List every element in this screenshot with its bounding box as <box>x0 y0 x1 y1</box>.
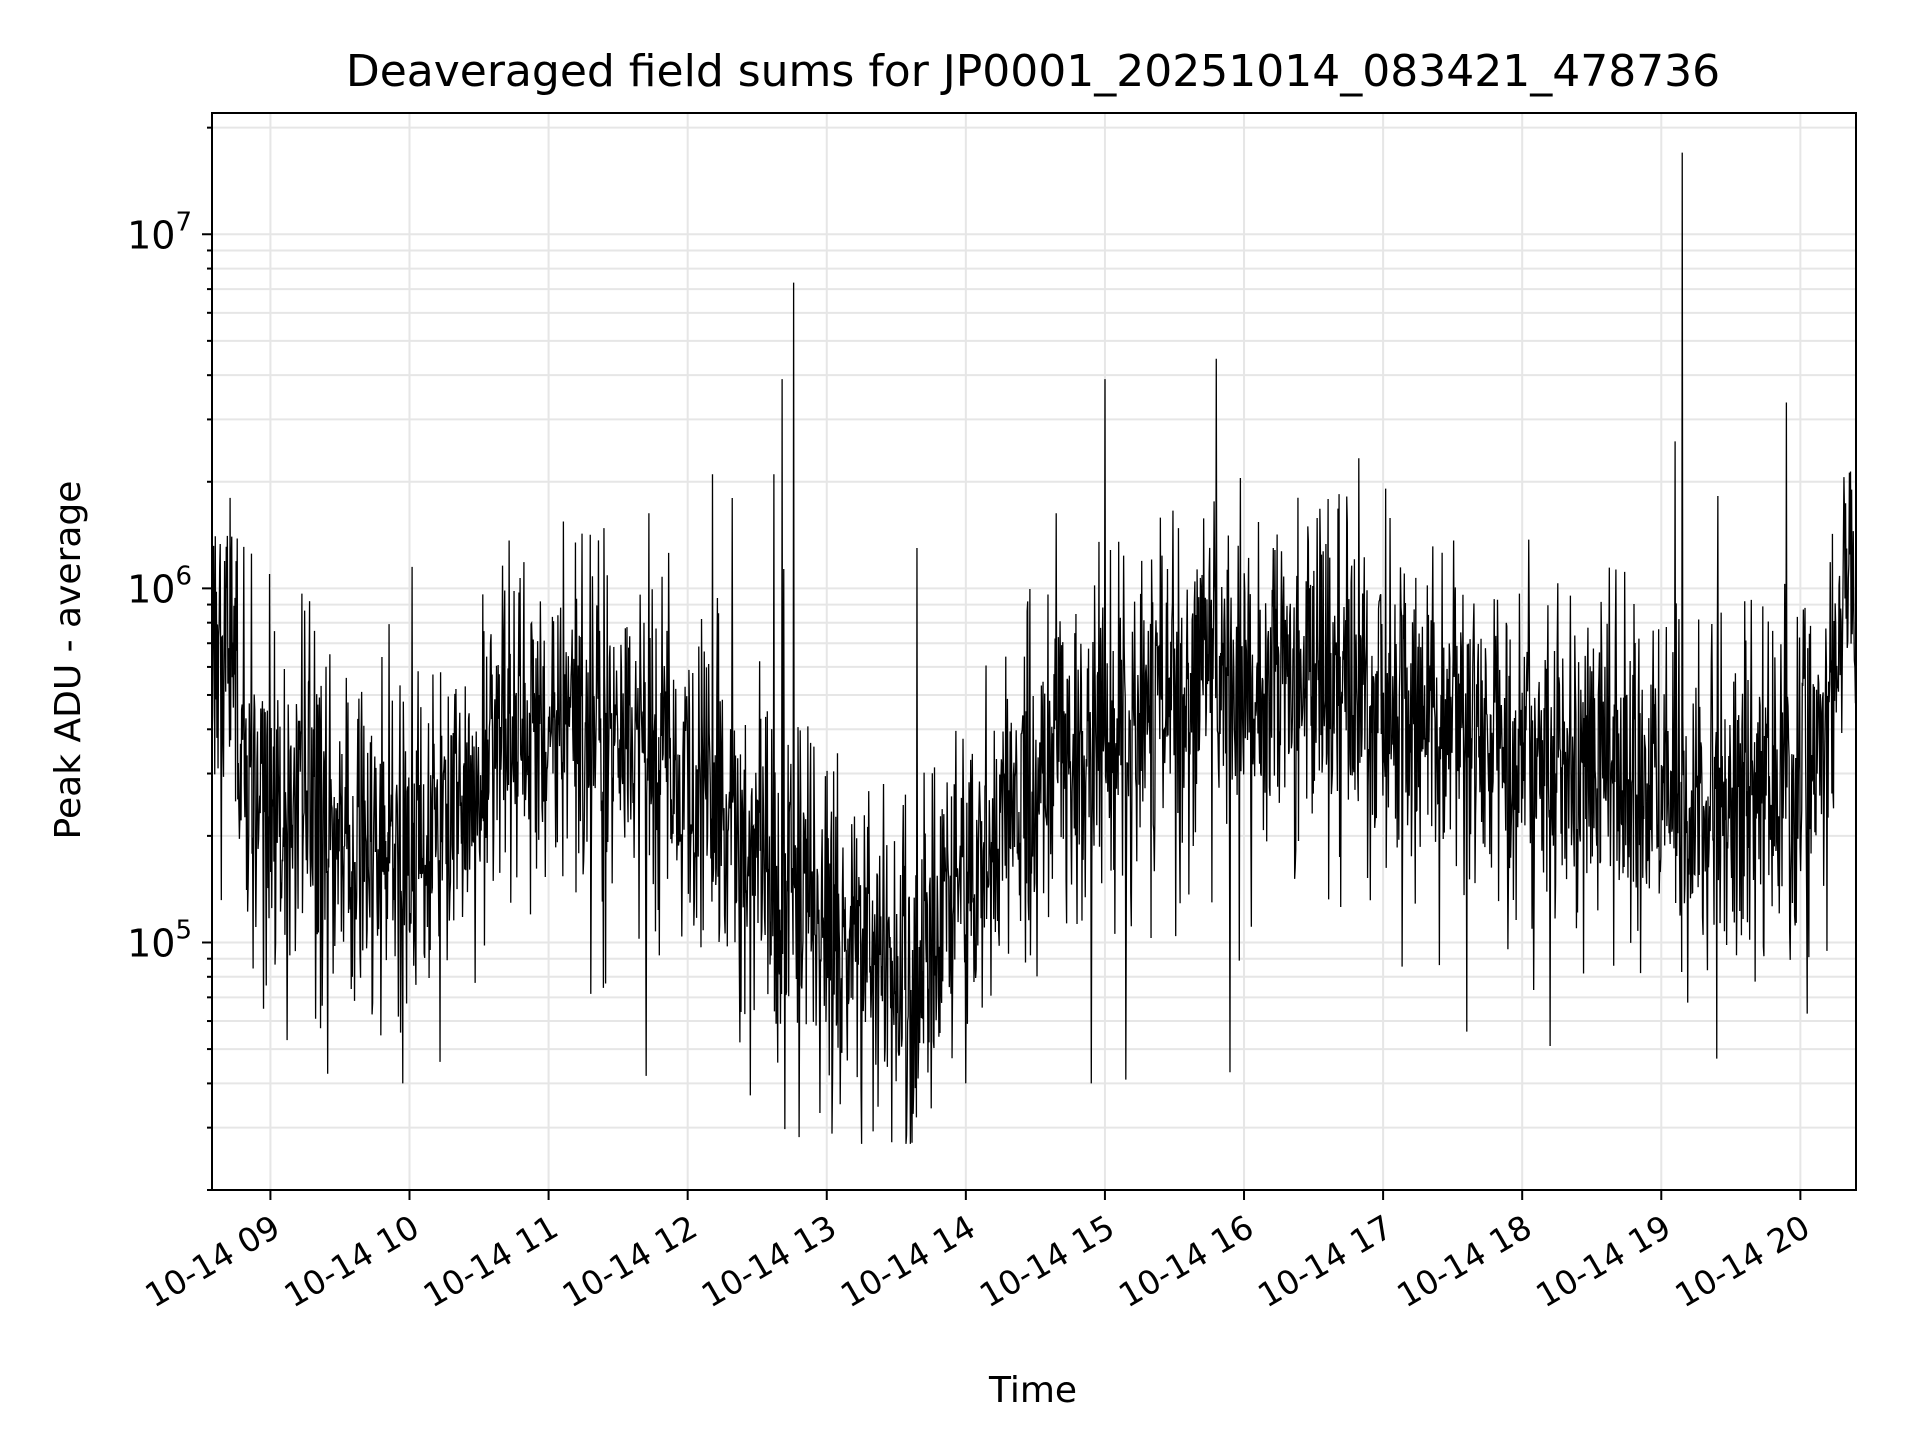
y-axis-label: Peak ADU - average <box>48 481 89 840</box>
x-tick-label: 10-14 11 <box>417 1207 565 1315</box>
data-series <box>211 152 1857 1144</box>
x-tick-label: 10-14 10 <box>278 1207 426 1315</box>
x-tick-label: 10-14 13 <box>695 1207 843 1315</box>
y-tick-label: 105 <box>127 915 192 965</box>
x-tick-label: 10-14 19 <box>1529 1207 1677 1315</box>
series-line <box>211 152 1857 1144</box>
x-tick-label: 10-14 20 <box>1668 1207 1816 1315</box>
x-axis-label: Time <box>988 1370 1077 1411</box>
plot-frame <box>211 112 1857 1191</box>
y-tick-label: 106 <box>127 561 192 611</box>
x-tick-label: 10-14 12 <box>556 1207 704 1315</box>
x-tick-label: 10-14 18 <box>1390 1207 1538 1315</box>
chart-title: Deaveraged field sums for JP0001_2025101… <box>346 46 1720 97</box>
x-tick-label: 10-14 17 <box>1251 1207 1399 1315</box>
x-tick-label: 10-14 09 <box>138 1207 286 1315</box>
y-axis: 105 106 107 <box>127 126 212 1191</box>
x-tick-label: 10-14 14 <box>834 1207 982 1315</box>
y-tick-label: 107 <box>127 207 192 257</box>
x-tick-label: 10-14 16 <box>1112 1207 1260 1315</box>
x-tick-label: 10-14 15 <box>973 1207 1121 1315</box>
